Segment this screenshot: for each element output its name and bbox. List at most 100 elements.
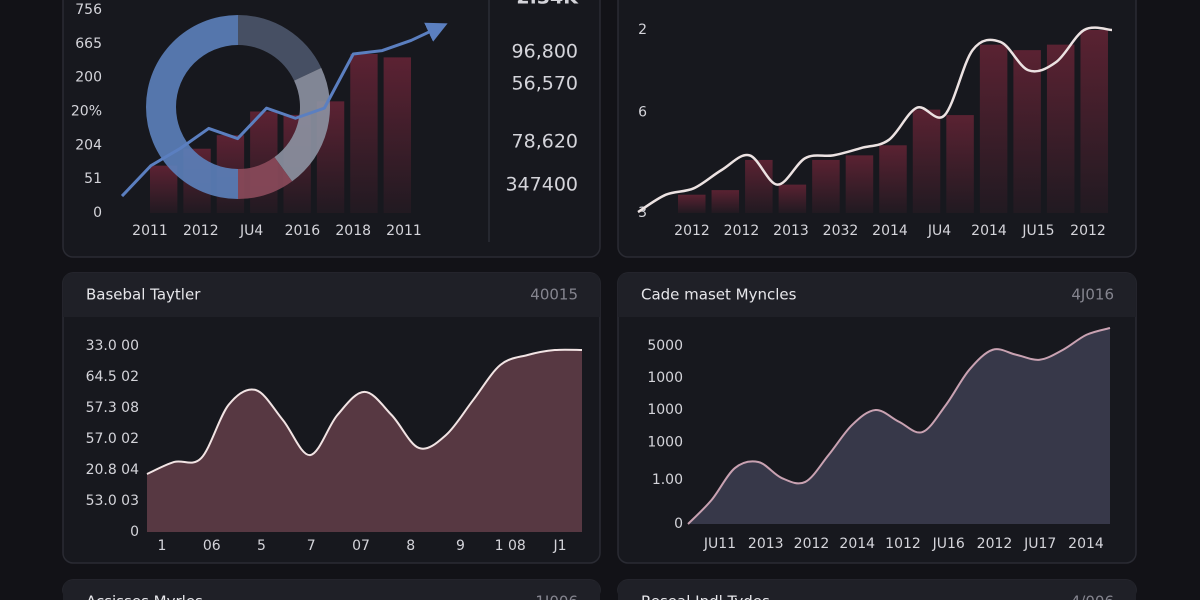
area-line xyxy=(687,327,1111,525)
x-tick-label: 2014 xyxy=(839,536,875,552)
bar xyxy=(979,44,1008,213)
line xyxy=(637,26,1113,214)
y-tick-label: 200 xyxy=(75,70,102,86)
panel-badge: 1J006 xyxy=(535,593,578,600)
y-tick-label: 1.00 xyxy=(652,472,683,488)
x-tick-label: 2012 xyxy=(794,536,830,552)
donut-segment xyxy=(238,157,293,199)
y-tick-label: 204 xyxy=(75,137,102,153)
panel-title: Acsisses Myrles xyxy=(86,593,203,600)
bar xyxy=(711,190,740,213)
y-tick-label: 20.8 04 xyxy=(86,462,140,478)
bar xyxy=(912,109,941,213)
stat-value: 78,620 xyxy=(512,131,578,153)
bar xyxy=(1013,50,1041,213)
bar xyxy=(383,57,411,213)
y-tick-label: 57.0 02 xyxy=(86,431,139,447)
bar xyxy=(678,194,706,213)
y-tick-label: 33.0 00 xyxy=(86,338,139,354)
panel-header xyxy=(618,580,1136,600)
x-tick-label: 5 xyxy=(257,538,266,554)
donut-segment xyxy=(146,15,238,199)
panel-header xyxy=(63,580,600,600)
y-tick-label: 64.5 02 xyxy=(86,369,139,385)
bar xyxy=(1046,44,1075,213)
bar xyxy=(745,159,773,213)
y-tick-label: 53.0 03 xyxy=(86,493,139,509)
x-tick-label: 2032 xyxy=(823,223,859,239)
bar xyxy=(150,165,178,213)
y-tick-label: 1000 xyxy=(647,435,683,451)
x-tick-label: J1 xyxy=(552,538,566,554)
x-tick-label: JU4 xyxy=(239,223,263,239)
bar xyxy=(845,155,874,213)
x-tick-label: 1 08 xyxy=(495,538,526,554)
x-tick-label: 8 xyxy=(406,538,415,554)
panel-badge: 4J016 xyxy=(1071,286,1114,304)
x-tick-label: JU11 xyxy=(703,536,736,552)
x-tick-label: 2012 xyxy=(977,536,1013,552)
area xyxy=(147,349,582,532)
stat-value: 56,570 xyxy=(512,73,578,95)
x-tick-label: 2014 xyxy=(971,223,1007,239)
x-tick-label: 2012 xyxy=(674,223,710,239)
x-tick-label: JU16 xyxy=(932,536,965,552)
x-tick-label: 2013 xyxy=(748,536,784,552)
x-tick-label: 2012 xyxy=(183,223,219,239)
y-tick-label: 51 xyxy=(84,171,102,187)
x-tick-label: 1012 xyxy=(885,536,921,552)
x-tick-label: 2012 xyxy=(1070,223,1106,239)
x-tick-label: JU17 xyxy=(1023,536,1056,552)
panel-title: Reseal Indl Tydes xyxy=(641,593,770,600)
donut-segment xyxy=(274,67,331,182)
x-tick-label: 2014 xyxy=(1068,536,1104,552)
area-line xyxy=(146,348,583,475)
x-tick-label: 2013 xyxy=(773,223,809,239)
y-tick-label: 1000 xyxy=(647,370,683,386)
panel-badge: 40015 xyxy=(530,286,578,304)
panel-title: Cade maset Myncles xyxy=(641,286,797,304)
donut-segment xyxy=(238,15,322,81)
y-tick-label: 5000 xyxy=(647,338,683,354)
bar xyxy=(1080,30,1108,213)
x-tick-label: JU4 xyxy=(927,223,951,239)
y-tick-label: 3 xyxy=(638,205,647,221)
x-tick-label: 06 xyxy=(203,538,221,554)
y-tick-label: 0 xyxy=(130,524,139,540)
panel-badge: 4/006 xyxy=(1071,593,1114,600)
bar xyxy=(778,184,807,213)
x-tick-label: 2018 xyxy=(335,223,371,239)
area xyxy=(688,328,1110,524)
x-tick-label: 7 xyxy=(307,538,316,554)
bar xyxy=(946,115,974,213)
y-tick-label: 756 xyxy=(75,2,102,18)
y-tick-label: 0 xyxy=(674,516,683,532)
bar xyxy=(350,53,378,213)
y-tick-label: 665 xyxy=(75,36,102,52)
y-tick-label: 2 xyxy=(638,22,647,38)
x-tick-label: 2016 xyxy=(285,223,321,239)
y-tick-label: 6 xyxy=(638,104,647,120)
y-tick-label: 0 xyxy=(93,205,102,221)
stat-value: 96,800 xyxy=(512,41,578,63)
stat-header: 2.34K xyxy=(516,0,579,9)
bar xyxy=(812,159,840,213)
y-tick-label: 1000 xyxy=(647,402,683,418)
x-tick-label: 9 xyxy=(456,538,465,554)
y-tick-label: 20% xyxy=(71,104,102,120)
x-tick-label: 2014 xyxy=(872,223,908,239)
x-tick-label: 2011 xyxy=(132,223,168,239)
stat-value: 347400 xyxy=(505,174,578,196)
panel-header xyxy=(63,273,600,317)
x-tick-label: 1 xyxy=(158,538,167,554)
bar xyxy=(879,145,907,213)
panel-title: Basebal Taytler xyxy=(86,286,201,304)
x-tick-label: 07 xyxy=(352,538,370,554)
x-tick-label: 2012 xyxy=(724,223,760,239)
x-tick-label: 2011 xyxy=(386,223,422,239)
panel-header xyxy=(618,273,1136,317)
y-tick-label: 57.3 08 xyxy=(86,400,139,416)
